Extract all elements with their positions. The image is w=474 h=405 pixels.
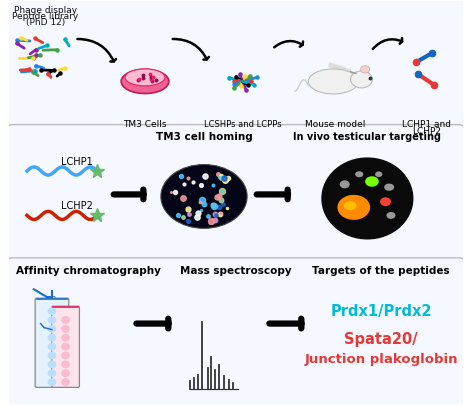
- Circle shape: [62, 352, 69, 359]
- Circle shape: [48, 308, 55, 314]
- Text: In vivo testicular targeting: In vivo testicular targeting: [293, 132, 441, 142]
- Circle shape: [48, 317, 55, 323]
- Text: Phage display: Phage display: [14, 6, 77, 15]
- Ellipse shape: [337, 195, 370, 220]
- Circle shape: [62, 370, 69, 377]
- Text: Targets of the peptides: Targets of the peptides: [312, 266, 450, 276]
- Text: Junction plakoglobin: Junction plakoglobin: [304, 354, 458, 367]
- Circle shape: [62, 326, 69, 332]
- Ellipse shape: [355, 171, 363, 177]
- Ellipse shape: [351, 71, 373, 88]
- Ellipse shape: [365, 176, 379, 187]
- Text: Affinity chromatography: Affinity chromatography: [16, 266, 161, 276]
- Ellipse shape: [384, 183, 394, 191]
- Circle shape: [322, 158, 413, 239]
- Ellipse shape: [309, 69, 358, 94]
- Circle shape: [48, 370, 55, 377]
- Ellipse shape: [125, 69, 165, 86]
- Ellipse shape: [121, 69, 169, 94]
- Text: LCHP1 and: LCHP1 and: [402, 120, 451, 129]
- Text: Mass spectroscopy: Mass spectroscopy: [180, 266, 292, 276]
- Circle shape: [48, 379, 55, 385]
- Circle shape: [48, 335, 55, 341]
- Circle shape: [62, 361, 69, 368]
- Circle shape: [48, 343, 55, 350]
- Text: Prdx1/Prdx2: Prdx1/Prdx2: [330, 304, 432, 319]
- Ellipse shape: [340, 180, 350, 188]
- Circle shape: [48, 352, 55, 359]
- Text: LCHP2: LCHP2: [61, 201, 93, 211]
- Ellipse shape: [361, 66, 370, 73]
- Text: Spata20/: Spata20/: [344, 332, 418, 347]
- Circle shape: [62, 335, 69, 341]
- Circle shape: [48, 361, 55, 368]
- Circle shape: [62, 379, 69, 385]
- Text: LCHP1: LCHP1: [61, 157, 93, 167]
- Text: Mouse model: Mouse model: [305, 120, 366, 129]
- Text: TM3 Cells: TM3 Cells: [123, 120, 167, 129]
- Ellipse shape: [380, 197, 391, 206]
- Text: TM3 cell homing: TM3 cell homing: [155, 132, 252, 142]
- Text: (PhD 12): (PhD 12): [26, 18, 65, 28]
- Circle shape: [62, 317, 69, 323]
- Ellipse shape: [386, 212, 395, 219]
- Text: LCHP2: LCHP2: [412, 126, 441, 136]
- Text: Peptide library: Peptide library: [12, 12, 78, 21]
- Text: LCSHPs and LCPPs: LCSHPs and LCPPs: [204, 120, 282, 129]
- Ellipse shape: [375, 171, 383, 177]
- Circle shape: [62, 343, 69, 350]
- FancyBboxPatch shape: [46, 296, 55, 326]
- Ellipse shape: [161, 164, 247, 228]
- FancyBboxPatch shape: [5, 125, 466, 268]
- FancyBboxPatch shape: [52, 306, 80, 387]
- FancyBboxPatch shape: [5, 258, 466, 405]
- FancyBboxPatch shape: [35, 298, 69, 387]
- Circle shape: [48, 326, 55, 332]
- FancyBboxPatch shape: [5, 0, 466, 135]
- Ellipse shape: [344, 201, 356, 210]
